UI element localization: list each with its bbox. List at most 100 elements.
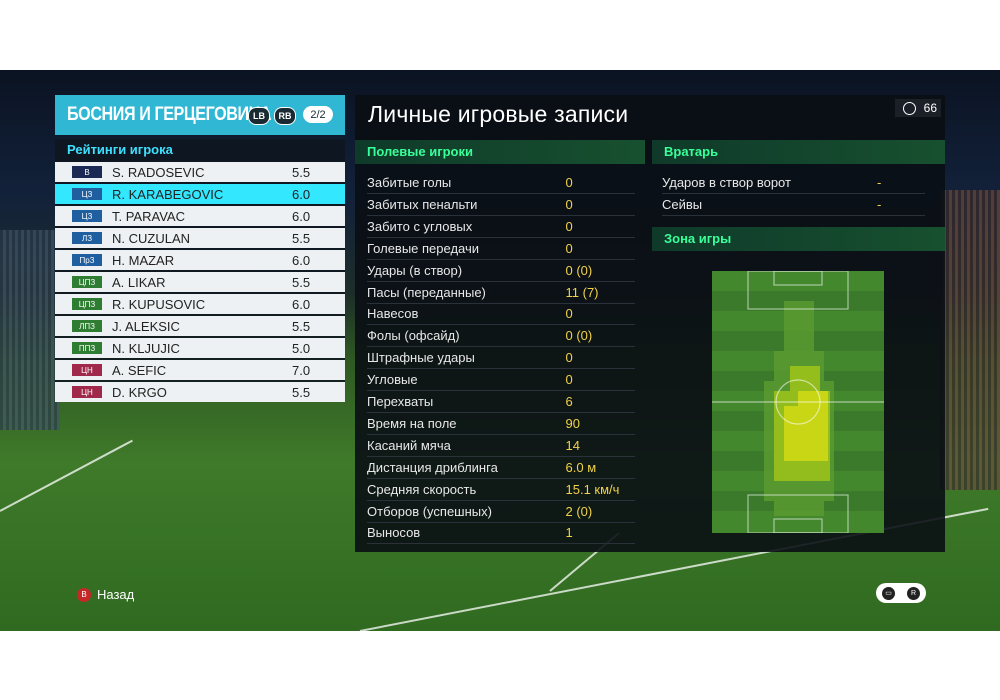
b-key-icon: B xyxy=(77,587,91,602)
gk-stat-row: Сейвы - xyxy=(662,194,925,216)
player-rating: 5.5 xyxy=(292,230,311,246)
stat-value: 0 xyxy=(565,372,573,388)
gk-stat-label: Ударов в створ ворот xyxy=(662,175,791,190)
game-screen: БОСНИЯ И ГЕРЦЕГОВИНА LB RB 2/2 Рейтинги … xyxy=(0,70,1000,631)
stat-row: Время на поле 90 xyxy=(367,413,635,435)
player-row[interactable]: ППЗ N. KLJUJIC 5.0 xyxy=(55,338,345,358)
player-row[interactable]: ЦПЗ R. KUPUSOVIC 6.0 xyxy=(55,294,345,314)
player-name: N. CUZULAN xyxy=(112,230,191,246)
stat-value: 1 xyxy=(565,525,573,541)
stat-value: 14 xyxy=(565,437,580,453)
goalkeeper-header: Вратарь xyxy=(652,140,945,164)
player-rating: 7.0 xyxy=(292,362,311,378)
list-title: Рейтинги игрока xyxy=(67,142,173,157)
team-name: БОСНИЯ И ГЕРЦЕГОВИНА xyxy=(67,104,272,125)
clock-icon xyxy=(902,101,916,115)
player-row[interactable]: ЦПЗ A. LIKAR 5.5 xyxy=(55,272,345,292)
player-rating: 5.5 xyxy=(292,384,311,400)
stat-value: 0 xyxy=(565,196,573,212)
stat-value: 0 xyxy=(565,350,573,366)
stat-value: 0 xyxy=(565,218,573,234)
field-players-header: Полевые игроки xyxy=(355,140,645,164)
player-name: N. KLJUJIC xyxy=(112,340,180,356)
stat-row: Забитые голы 0 xyxy=(367,172,635,194)
stat-label: Средняя скорость xyxy=(367,481,477,497)
stat-value: 11 (7) xyxy=(565,284,599,300)
position-badge: ЦЗ xyxy=(72,188,102,200)
stat-row: Касаний мяча 14 xyxy=(367,435,635,457)
player-row[interactable]: ЦЗ T. PARAVAC 6.0 xyxy=(55,206,345,226)
gk-stat-label: Сейвы xyxy=(662,197,703,212)
right-stick-icon: R xyxy=(907,586,920,600)
pitch-line xyxy=(0,439,133,512)
stat-label: Перехваты xyxy=(367,394,434,409)
stat-row: Отборов (успешных) 2 (0) xyxy=(367,501,635,523)
player-row[interactable]: ЛПЗ J. ALEKSIC 5.5 xyxy=(55,316,345,336)
stat-row: Навесов 0 xyxy=(367,303,635,326)
stat-row: Фолы (офсайд) 0 (0) xyxy=(367,325,635,348)
stat-label: Угловые xyxy=(367,372,418,388)
player-rating: 5.5 xyxy=(292,164,311,180)
stat-row: Пасы (переданные) 11 (7) xyxy=(367,282,635,304)
controls-hint[interactable]: ▭ R xyxy=(876,583,926,603)
stadium-stands-right xyxy=(940,190,1000,490)
player-row[interactable]: ЦН A. SEFIC 7.0 xyxy=(55,360,345,380)
player-rating: 6.0 xyxy=(292,252,311,268)
player-name: J. ALEKSIC xyxy=(112,318,180,334)
team-header: БОСНИЯ И ГЕРЦЕГОВИНА LB RB 2/2 xyxy=(55,95,345,135)
rb-button[interactable]: RB xyxy=(274,107,296,125)
player-row[interactable]: ПрЗ H. MAZAR 6.0 xyxy=(55,250,345,270)
stat-value: 6.0 м xyxy=(565,459,597,475)
position-badge: В xyxy=(72,166,102,178)
gk-stat-value: - xyxy=(877,197,882,212)
page-indicator: 2/2 xyxy=(303,106,333,123)
back-button[interactable]: B Назад xyxy=(77,587,134,602)
stat-row: Голевые передачи 0 xyxy=(367,238,635,260)
gk-stat-row: Ударов в створ ворот - xyxy=(662,172,925,194)
stat-label: Удары (в створ) xyxy=(367,262,463,278)
stat-row: Удары (в створ) 0 (0) xyxy=(367,260,635,282)
stadium-stands-left xyxy=(0,230,60,430)
stat-label: Дистанция дриблинга xyxy=(367,459,498,475)
stat-row: Забито с угловых 0 xyxy=(367,216,635,238)
stat-value: 2 (0) xyxy=(565,503,593,519)
position-badge: ЛЗ xyxy=(72,232,102,244)
player-row[interactable]: В S. RADOSEVIC 5.5 xyxy=(55,162,345,182)
player-name: D. KRGO xyxy=(112,384,167,400)
stat-label: Фолы (офсайд) xyxy=(367,328,460,344)
stat-row: Штрафные удары 0 xyxy=(367,347,635,370)
stat-row: Угловые 0 xyxy=(367,369,635,392)
player-name: H. MAZAR xyxy=(112,252,175,268)
position-badge: ЦН xyxy=(72,364,102,376)
player-row[interactable]: ЦН D. KRGO 5.5 xyxy=(55,382,345,402)
player-rating: 6.0 xyxy=(292,208,311,224)
stat-row: Дистанция дриблинга 6.0 м xyxy=(367,457,635,479)
position-badge: ЦЗ xyxy=(72,210,102,222)
lb-button[interactable]: LB xyxy=(248,107,270,125)
player-rating: 5.5 xyxy=(292,318,311,334)
player-rating: 6.0 xyxy=(292,296,311,312)
chat-icon: ▭ xyxy=(882,586,895,600)
stat-value: 6 xyxy=(565,394,573,409)
stat-label: Навесов xyxy=(367,306,419,322)
stat-label: Забитые голы xyxy=(367,175,452,190)
personal-records-panel: Личные игровые записи 66 Полевые игроки … xyxy=(355,95,945,552)
stat-row: Забитых пенальти 0 xyxy=(367,194,635,216)
stat-label: Касаний мяча xyxy=(367,437,451,453)
position-badge: ППЗ xyxy=(72,342,102,354)
player-row[interactable]: ЛЗ N. CUZULAN 5.5 xyxy=(55,228,345,248)
stat-label: Пасы (переданные) xyxy=(367,284,486,300)
match-timer: 66 xyxy=(895,99,941,117)
heatmap xyxy=(712,271,884,533)
stat-label: Забито с угловых xyxy=(367,218,473,234)
timer-value: 66 xyxy=(923,101,937,115)
position-badge: ЦН xyxy=(72,386,102,398)
gk-stat-value: - xyxy=(877,175,882,190)
stat-value: 0 xyxy=(565,240,573,256)
stat-value: 0 xyxy=(565,175,573,190)
position-badge: ПрЗ xyxy=(72,254,102,266)
player-row[interactable]: ЦЗ R. KARABEGOVIC 6.0 xyxy=(55,184,345,204)
player-name: A. LIKAR xyxy=(112,274,166,290)
stat-row: Перехваты 6 xyxy=(367,391,635,413)
stat-row: Средняя скорость 15.1 км/ч xyxy=(367,479,635,501)
